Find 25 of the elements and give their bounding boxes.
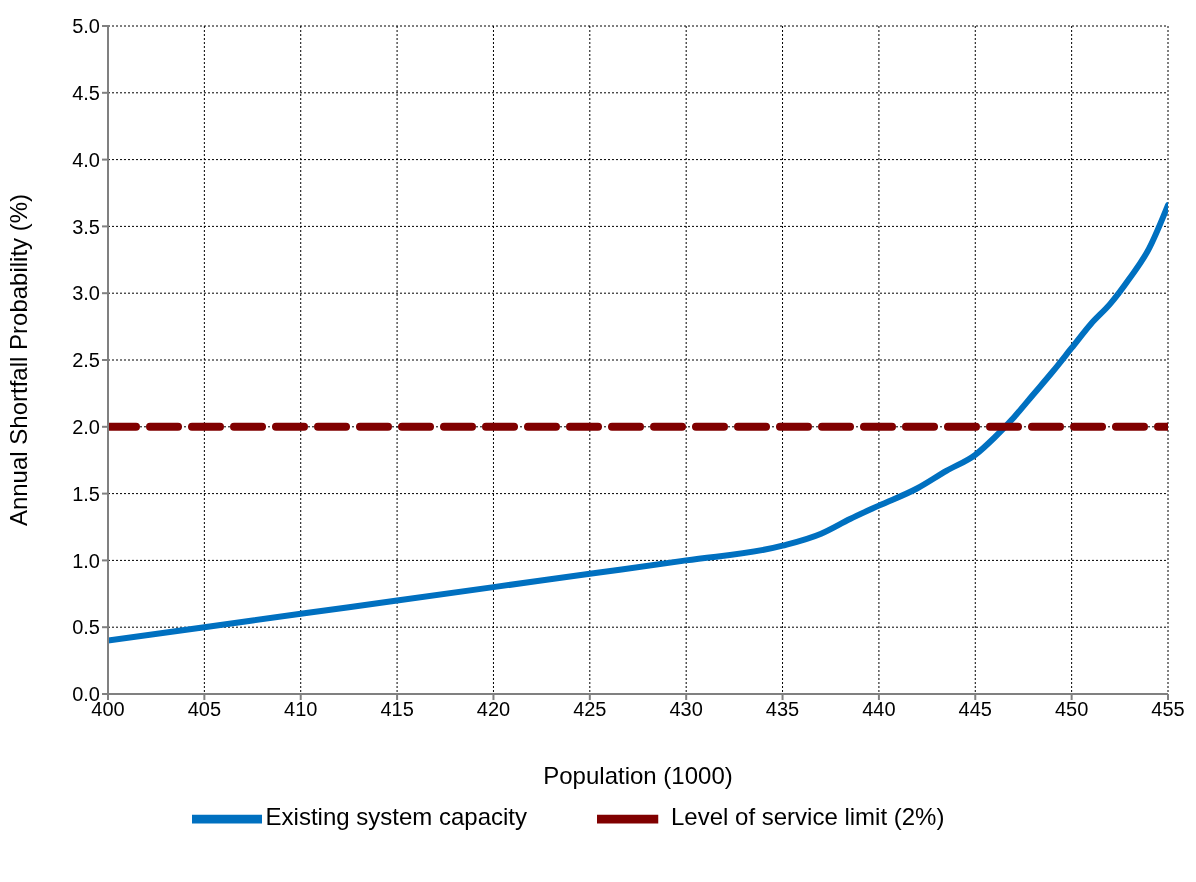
y-tick-label: 1.0 [72, 549, 100, 572]
x-tick-label: 410 [284, 698, 318, 721]
x-tick-label: 405 [187, 698, 222, 721]
y-tick-label: 5.0 [72, 15, 100, 38]
legend-label: Level of service limit (2%) [671, 803, 945, 831]
x-tick-label: 440 [862, 698, 896, 721]
y-tick-label: 0.5 [72, 616, 100, 639]
y-tick-label: 4.5 [72, 81, 100, 104]
y-tick-label: 3.5 [72, 215, 100, 238]
x-tick-label: 425 [573, 698, 607, 721]
x-tick-label: 420 [476, 698, 511, 721]
x-axis-title: Population (1000) [543, 762, 733, 789]
y-tick-label: 1.5 [72, 482, 100, 505]
x-tick-label: 445 [958, 698, 992, 721]
legend-label: Existing system capacity [265, 803, 527, 831]
y-axis-title: Annual Shortfall Probability (%) [4, 193, 32, 527]
x-tick-label: 455 [1151, 698, 1185, 721]
y-tick-label: 2.5 [72, 349, 100, 372]
x-tick-label: 430 [669, 698, 703, 721]
x-tick-label: 450 [1054, 698, 1089, 721]
y-tick-label: 3.0 [72, 282, 100, 305]
x-tick-label: 415 [380, 698, 414, 721]
y-tick-label: 4.0 [72, 148, 100, 171]
y-tick-label: 2.0 [72, 415, 100, 438]
x-tick-label: 435 [765, 698, 800, 721]
